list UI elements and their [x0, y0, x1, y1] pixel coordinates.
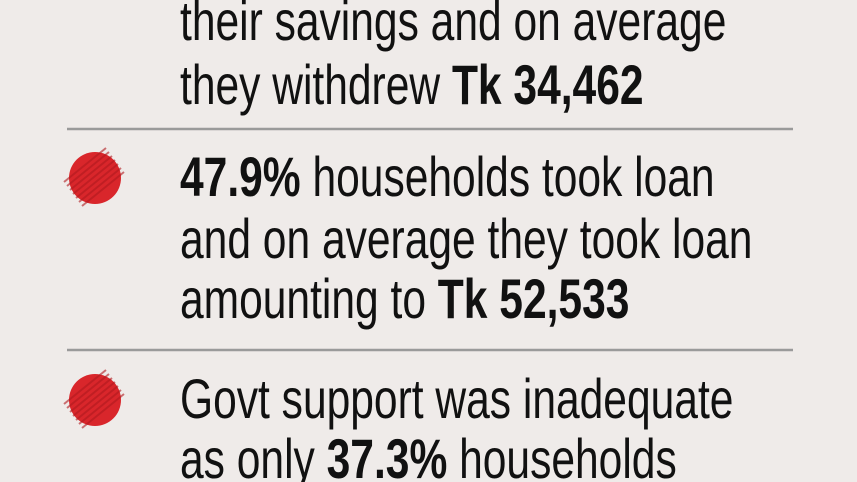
text-line-group: and on average they took loan: [180, 207, 752, 270]
text-line-group: Govt support was inadequate: [180, 367, 733, 430]
text-line-group: amounting to Tk 52,533: [180, 267, 629, 330]
bullet: [63, 369, 125, 429]
bullet-scribble: [72, 159, 116, 195]
bullet: [63, 147, 125, 207]
text-segment: their savings and on average: [180, 0, 726, 52]
text-segment: and on average they took loan: [180, 207, 752, 270]
text-line: and on average they took loan: [180, 207, 752, 270]
text-line-group: as only 37.3% households: [180, 427, 677, 482]
bullet-scribble: [63, 147, 107, 183]
text-segment: households: [447, 427, 676, 482]
text-line: as only 37.3% households: [180, 427, 677, 482]
text-line-group: 47.9% households took loan: [180, 145, 715, 208]
bullet-scribble: [75, 163, 119, 199]
bold-figure: 37.3%: [327, 427, 448, 482]
bullet-scribble: [81, 171, 125, 207]
bold-figure: Tk 52,533: [438, 267, 630, 330]
text-line: Govt support was inadequate: [180, 367, 733, 430]
bullet-scribble: [81, 393, 125, 429]
bullet-scribble: [69, 377, 113, 413]
bold-figure: 47.9%: [180, 145, 301, 208]
bullet-scribble: [69, 155, 113, 191]
text-segment: households took loan: [301, 145, 715, 208]
text-line: their savings and on average: [180, 0, 726, 52]
bold-figure: Tk 34,462: [452, 53, 644, 116]
bullet-scribble: [66, 151, 110, 187]
bullet-scribble: [78, 389, 122, 425]
text-line-group: they withdrew Tk 34,462: [180, 53, 644, 116]
text-segment: Govt support was inadequate: [180, 367, 733, 430]
text-line-group: their savings and on average: [180, 0, 726, 52]
text-line: amounting to Tk 52,533: [180, 267, 629, 330]
bullet-scribble: [75, 385, 119, 421]
text-line: they withdrew Tk 34,462: [180, 53, 644, 116]
text-segment: amounting to: [180, 267, 438, 330]
bullet-scribble: [63, 369, 107, 405]
text-segment: as only: [180, 427, 327, 482]
bullet-scribble: [72, 381, 116, 417]
text-line: 47.9% households took loan: [180, 145, 715, 208]
bullet-scribble: [78, 167, 122, 203]
bullet-scribble: [66, 373, 110, 409]
text-segment: they withdrew: [180, 53, 452, 116]
